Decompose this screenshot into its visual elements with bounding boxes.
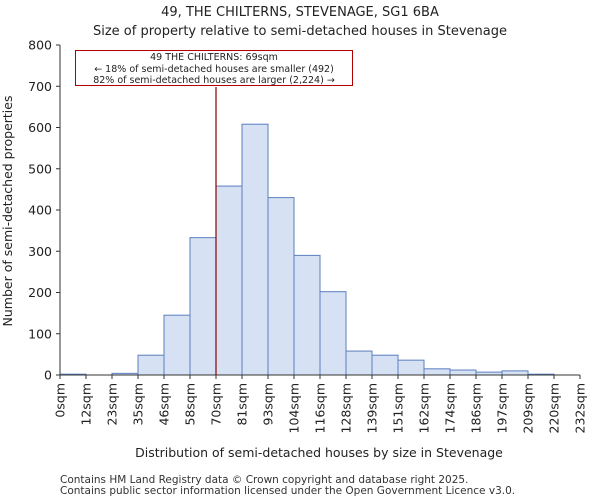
annotation-line-2: ← 18% of semi-detached houses are smalle… (94, 63, 334, 75)
x-tick-label: 35sqm (131, 383, 146, 426)
histogram-bar (501, 370, 529, 376)
x-tick-label: 81sqm (235, 383, 250, 426)
y-tick-label: 100 (28, 326, 52, 341)
y-tick-label: 600 (28, 120, 52, 135)
x-tick-label: 151sqm (391, 383, 406, 433)
x-tick-label: 0sqm (53, 383, 68, 418)
y-tick-label: 200 (28, 285, 52, 300)
histogram-bar (371, 354, 399, 376)
histogram-bar (423, 368, 451, 376)
histogram-bar (319, 291, 347, 376)
histogram-bar (215, 185, 243, 376)
x-tick-label: 70sqm (209, 383, 224, 426)
histogram-bar (345, 350, 373, 376)
histogram-chart: 0 100 200 300 400 500 600 700 800 0sqm 12sqm 23sqm 3… (0, 38, 588, 461)
y-tick-label: 700 (28, 79, 52, 94)
property-annotation-box: 49 THE CHILTERNS: 69sqm ← 18% of semi-de… (75, 50, 353, 86)
histogram-bar (293, 254, 321, 376)
x-tick-label: 93sqm (261, 383, 276, 426)
histogram-bar (241, 123, 269, 376)
histogram-bar (163, 314, 191, 376)
histogram-bar (267, 197, 295, 376)
y-tick-label: 0 (44, 368, 52, 383)
y-tick-label: 300 (28, 244, 52, 259)
histogram-bar (397, 359, 425, 376)
footer-line-2: Contains public sector information licen… (60, 485, 516, 497)
y-tick-label: 800 (28, 38, 52, 53)
y-axis-label: Number of semi-detached properties (0, 96, 15, 327)
x-tick-label: 58sqm (183, 383, 198, 426)
histogram-bar (137, 354, 165, 376)
x-tick-label: 186sqm (469, 383, 484, 433)
x-tick-label: 116sqm (313, 383, 328, 433)
bars-group (59, 123, 555, 376)
x-tick-label: 104sqm (287, 383, 302, 433)
histogram-bar (189, 237, 217, 376)
y-tick-label: 500 (28, 161, 52, 176)
x-tick-label: 23sqm (105, 383, 120, 426)
histogram-bar (449, 369, 477, 376)
annotation-line-1: 49 THE CHILTERNS: 69sqm (150, 52, 278, 63)
chart-title: 49, THE CHILTERNS, STEVENAGE, SG1 6BA (161, 5, 439, 20)
x-tick-label: 197sqm (495, 383, 510, 433)
y-tick-label: 400 (28, 203, 52, 218)
x-tick-label: 209sqm (521, 383, 536, 433)
x-tick-label: 12sqm (79, 383, 94, 426)
x-tick-label: 162sqm (417, 383, 432, 433)
x-tick-label: 139sqm (365, 383, 380, 433)
annotation-line-3: 82% of semi-detached houses are larger (… (93, 75, 335, 86)
x-axis-label: Distribution of semi-detached houses by … (135, 445, 503, 460)
axes-group: 0 100 200 300 400 500 600 700 800 0sqm 12sqm 23sqm 3… (28, 38, 587, 434)
x-tick-label: 46sqm (157, 383, 172, 426)
footer-line-1: Contains HM Land Registry data © Crown c… (60, 474, 469, 486)
x-tick-label: 128sqm (339, 383, 354, 433)
x-tick-label: 174sqm (443, 383, 458, 433)
chart-subtitle: Size of property relative to semi-detach… (92, 24, 508, 39)
x-tick-label: 220sqm (547, 383, 562, 433)
x-tick-label: 232sqm (573, 383, 588, 433)
